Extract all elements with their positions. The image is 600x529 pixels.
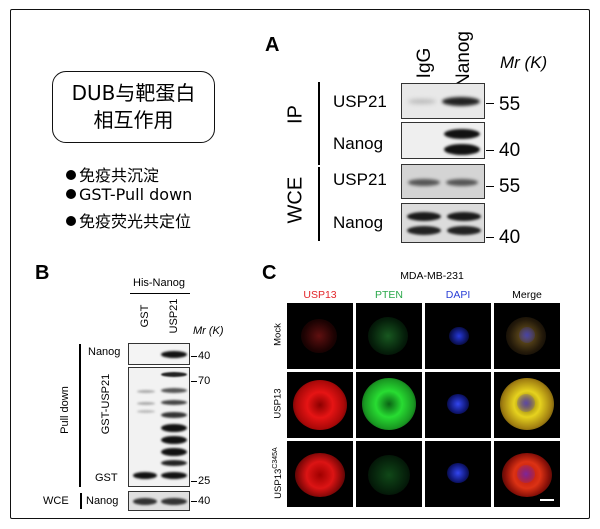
panel-b-marker-tick (191, 381, 197, 383)
panel-c-image-usp13-merge (494, 372, 560, 438)
panel-a-letter: A (265, 34, 280, 56)
panel-c-col-pten: PTEN (374, 289, 403, 301)
panel-a-marker-tick (486, 237, 494, 239)
panel-b-wce-label: WCE (43, 495, 69, 507)
panel-c-image-c345a-dapi (425, 441, 491, 507)
panel-a-marker-55: 55 (499, 94, 521, 115)
panel-b-marker-tick (191, 501, 197, 503)
panel-c-image-usp13-pten (356, 372, 422, 438)
panel-c-col-merge: Merge (512, 289, 542, 301)
panel-c-cell-line: MDA-MB-231 (400, 270, 464, 282)
panel-c-letter: C (262, 262, 277, 284)
panel-b-blot-nanog (128, 343, 190, 365)
panel-b-blot-wce-nanog (128, 491, 190, 511)
panel-b-row-nanog: Nanog (88, 346, 121, 358)
panel-c-image-mock-usp13 (287, 303, 353, 369)
panel-b-lane-usp21: USP21 (168, 298, 180, 334)
panel-a-ip-bracket (318, 82, 320, 165)
panel-c-col-dapi: DAPI (445, 289, 471, 301)
panel-a-mr-label: Mr (K) (500, 53, 548, 72)
panel-b-blot-gst-usp21 (128, 367, 190, 487)
panel-a-ip-label: IP (284, 105, 307, 124)
panel-a-marker-40: 40 (499, 227, 521, 248)
panel-b-header: His-Nanog (133, 277, 185, 289)
figure-frame (10, 9, 590, 519)
panel-b-row-gst: GST (95, 472, 118, 484)
panel-c-image-usp13-dapi (425, 372, 491, 438)
panel-a-lane-nanog: Nanog (453, 31, 474, 87)
panel-b-letter: B (35, 262, 50, 284)
scale-bar (540, 499, 554, 501)
panel-a-row-wce-usp21: USP21 (333, 170, 387, 189)
panel-b-wce-divider (80, 493, 82, 509)
method-item-gst-pulldown: GST-Pull down (66, 185, 192, 204)
panel-c-image-mock-dapi (425, 303, 491, 369)
panel-a-blot-wce-nanog (401, 203, 485, 243)
panel-a-marker-40: 40 (499, 140, 521, 161)
panel-a-marker-55: 55 (499, 176, 521, 197)
dub-box-line1: DUB与靶蛋白 (71, 81, 196, 105)
bullet-icon (66, 216, 76, 226)
panel-a-wce-bracket (318, 167, 320, 241)
panel-a-marker-tick (486, 186, 494, 188)
panel-a-row-ip-usp21: USP21 (333, 92, 387, 111)
panel-b-header-line (130, 293, 190, 295)
panel-a-blot-ip-usp21 (401, 83, 485, 119)
bullet-icon (66, 170, 76, 180)
panel-c-col-usp13: USP13 (303, 289, 337, 301)
panel-b-marker-tick (191, 356, 197, 358)
panel-b-marker-40: 40 (198, 495, 211, 507)
panel-b-marker-40: 40 (198, 350, 211, 362)
panel-b-pulldown-bracket (79, 344, 81, 487)
panel-b-marker-tick (191, 481, 197, 483)
panel-b-mr-label: Mr (K) (193, 325, 224, 337)
panel-c-image-mock-merge (494, 303, 560, 369)
panel-a-marker-tick (486, 103, 494, 105)
panel-a-row-ip-nanog: Nanog (333, 134, 384, 153)
panel-c-image-usp13-usp13 (287, 372, 353, 438)
bullet-icon (66, 189, 76, 199)
panel-b-marker-70: 70 (198, 375, 211, 387)
panel-a-marker-tick (486, 150, 494, 152)
panel-b-marker-25: 25 (198, 475, 211, 487)
dub-interaction-box: DUB与靶蛋白 相互作用 (52, 71, 215, 143)
panel-a-row-wce-nanog: Nanog (333, 213, 384, 232)
panel-c-image-c345a-pten (356, 441, 422, 507)
panel-a-blot-ip-nanog (401, 122, 485, 159)
panel-a-wce-label: WCE (284, 176, 307, 224)
dub-box-line2: 相互作用 (93, 108, 174, 132)
panel-b-wce-row-nanog: Nanog (86, 495, 119, 507)
panel-c-image-c345a-usp13 (287, 441, 353, 507)
panel-c-image-mock-pten (356, 303, 422, 369)
method-item-coip: 免疫共沉淀 (66, 162, 159, 186)
panel-a-blot-wce-usp21 (401, 164, 485, 199)
method-item-if-colocalization: 免疫荧光共定位 (66, 208, 191, 232)
panel-c-image-c345a-merge (494, 441, 560, 507)
